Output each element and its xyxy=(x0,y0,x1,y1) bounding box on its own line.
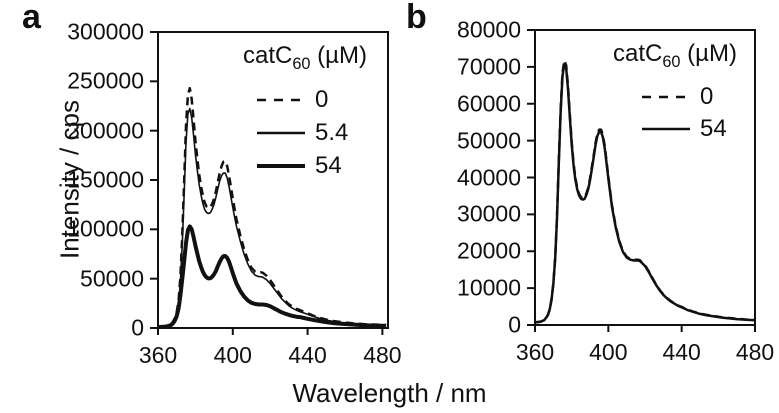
x-tick-label-b-400: 400 xyxy=(589,339,628,365)
legend-label: 54 xyxy=(315,152,342,179)
y-tick-label-a-250000: 250000 xyxy=(67,67,144,94)
series-a-54uM xyxy=(157,224,387,330)
legend-panel-a: catC60 (µM) 0 5.4 54 xyxy=(243,42,367,179)
panel-label-a: a xyxy=(22,0,41,36)
series-a-0uM xyxy=(157,86,387,329)
x-tick-label-b-360: 360 xyxy=(515,339,555,365)
legend-label: 0 xyxy=(315,86,329,113)
y-tick-label-a-300000: 300000 xyxy=(67,18,144,45)
legend-title-pre: catC xyxy=(243,42,293,69)
legend-title-subscript: 60 xyxy=(662,52,681,71)
y-tick-label-a-100000: 100000 xyxy=(67,215,144,242)
legend-entries: 0 5.4 54 xyxy=(243,86,361,179)
y-tick-label-b-30000: 30000 xyxy=(457,200,521,227)
legend-line-sample xyxy=(257,164,305,168)
y-tick-label-b-40000: 40000 xyxy=(457,164,521,190)
x-tick-label-a-400: 400 xyxy=(213,342,252,368)
legend-line-sample xyxy=(642,127,690,131)
y-tick-label-a-0: 0 xyxy=(131,314,144,341)
x-axis-title: Wavelength / nm xyxy=(292,378,487,408)
legend-item-0uM: 0 xyxy=(600,83,750,110)
y-tick-label-a-150000: 150000 xyxy=(67,166,144,193)
y-tick-label-b-0: 0 xyxy=(508,311,521,338)
legend-line-sample xyxy=(257,131,305,135)
y-tick-label-b-10000: 10000 xyxy=(457,274,521,301)
legend-item-5.4uM: 5.4 xyxy=(243,119,361,146)
legend-title-post: (µM) xyxy=(680,40,737,67)
y-tick-label-b-80000: 80000 xyxy=(457,16,521,43)
legend-title-pre: catC xyxy=(613,40,663,67)
legend-title-post: (µM) xyxy=(310,42,367,69)
legend-label: 5.4 xyxy=(315,119,349,146)
legend-label: 0 xyxy=(700,83,714,110)
y-tick-label-a-200000: 200000 xyxy=(67,117,144,144)
y-tick-label-a-50000: 50000 xyxy=(80,265,144,292)
x-tick-label-a-440: 440 xyxy=(288,342,327,368)
legend-label: 54 xyxy=(700,115,727,142)
y-tick-label-b-70000: 70000 xyxy=(457,53,521,80)
panel-label-b: b xyxy=(406,0,427,36)
y-tick-label-b-50000: 50000 xyxy=(457,127,521,154)
x-tick-label-a-360: 360 xyxy=(138,342,178,368)
y-tick-label-b-20000: 20000 xyxy=(457,237,521,264)
legend-title-subscript: 60 xyxy=(292,54,311,73)
legend-title: catC60 (µM) xyxy=(600,40,750,71)
x-tick-label-b-480: 480 xyxy=(735,339,775,365)
legend-line-sample xyxy=(257,98,305,102)
legend-item-54uM: 54 xyxy=(600,115,750,142)
x-tick-label-b-440: 440 xyxy=(662,339,701,365)
x-tick-label-a-480: 480 xyxy=(363,342,402,368)
legend-entries: 0 54 xyxy=(600,83,750,142)
legend-item-54uM: 54 xyxy=(243,152,361,179)
legend-panel-b: catC60 (µM) 0 54 xyxy=(600,40,750,142)
y-tick-label-b-60000: 60000 xyxy=(457,90,521,117)
legend-item-0uM: 0 xyxy=(243,86,361,113)
legend-title: catC60 (µM) xyxy=(243,42,367,73)
series-b-54uM xyxy=(534,62,756,324)
legend-line-sample xyxy=(642,95,690,99)
